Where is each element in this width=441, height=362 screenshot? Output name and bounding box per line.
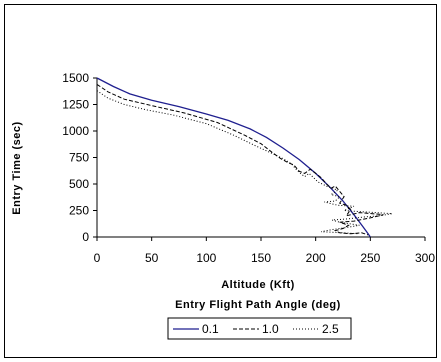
series-line-2-5	[96, 90, 393, 235]
tick-labels: 0 250 500 750 1000 1250 1500 0 50 100 150 200 250 300	[62, 71, 435, 265]
chart-frame	[4, 4, 437, 358]
legend-label-0-1: 0.1	[202, 322, 219, 336]
x-tick-label: 100	[196, 251, 216, 265]
y-tick-label: 1000	[62, 124, 89, 138]
x-tick-label: 0	[94, 251, 101, 265]
y-tick-label: 1250	[62, 98, 89, 112]
y-tick-label: 500	[69, 177, 89, 191]
axes	[96, 78, 425, 238]
x-tick-label: 250	[360, 251, 380, 265]
y-tick-label: 0	[82, 230, 89, 244]
x-tick-label: 50	[145, 251, 159, 265]
legend-items: 0.1 1.0 2.5	[173, 322, 339, 336]
legend-title: Entry Flight Path Angle (deg)	[175, 299, 341, 311]
series-line-1-0	[96, 83, 384, 236]
x-tick-label: 150	[251, 251, 271, 265]
x-tick-label: 300	[415, 251, 435, 265]
y-axis-title: Entry Time (sec)	[11, 121, 23, 214]
legend: 0.1 1.0 2.5	[167, 317, 352, 340]
x-tick-label: 200	[306, 251, 326, 265]
series-line-0-1	[96, 77, 371, 238]
y-tick-label: 250	[69, 204, 89, 218]
y-tick-label: 750	[69, 151, 89, 165]
tick-marks	[93, 77, 426, 241]
y-tick-label: 1500	[62, 71, 89, 85]
legend-label-1-0: 1.0	[262, 322, 279, 336]
legend-label-2-5: 2.5	[322, 322, 339, 336]
legend-box	[167, 317, 352, 340]
x-axis-title: Altitude (Kft)	[221, 279, 295, 291]
series-lines	[96, 77, 393, 238]
